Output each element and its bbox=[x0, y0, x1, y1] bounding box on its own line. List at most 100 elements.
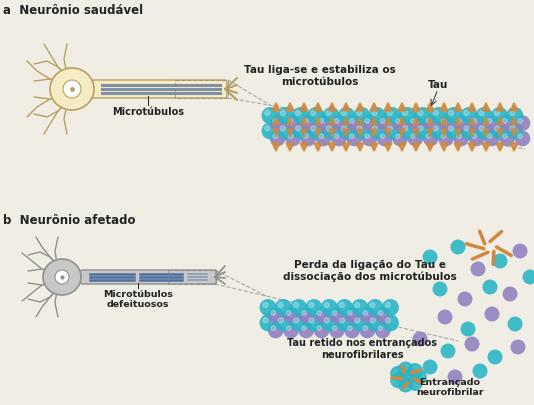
Circle shape bbox=[283, 323, 299, 339]
Circle shape bbox=[441, 134, 446, 139]
Circle shape bbox=[457, 119, 461, 124]
Circle shape bbox=[476, 108, 493, 125]
Circle shape bbox=[422, 360, 437, 375]
Circle shape bbox=[408, 376, 422, 390]
Circle shape bbox=[438, 131, 454, 147]
Circle shape bbox=[316, 116, 332, 132]
Circle shape bbox=[411, 134, 415, 139]
Circle shape bbox=[382, 299, 399, 316]
Text: Tau retido nos entrançados
neurofibrilares: Tau retido nos entrançados neurofibrilar… bbox=[287, 337, 437, 359]
Ellipse shape bbox=[50, 69, 94, 111]
Circle shape bbox=[363, 311, 367, 315]
Circle shape bbox=[351, 299, 368, 316]
Circle shape bbox=[401, 370, 415, 384]
Circle shape bbox=[349, 134, 354, 139]
Circle shape bbox=[301, 131, 316, 147]
Circle shape bbox=[380, 119, 385, 124]
Circle shape bbox=[395, 134, 400, 139]
Circle shape bbox=[314, 323, 329, 339]
Circle shape bbox=[265, 126, 270, 132]
Circle shape bbox=[341, 111, 347, 116]
Circle shape bbox=[309, 318, 314, 323]
Circle shape bbox=[418, 126, 423, 132]
Circle shape bbox=[515, 116, 530, 132]
Polygon shape bbox=[441, 130, 447, 138]
Circle shape bbox=[387, 111, 392, 116]
Circle shape bbox=[460, 322, 475, 337]
Polygon shape bbox=[440, 144, 448, 152]
Circle shape bbox=[275, 299, 292, 316]
Circle shape bbox=[324, 303, 329, 308]
Circle shape bbox=[355, 303, 360, 308]
Polygon shape bbox=[356, 104, 364, 111]
Circle shape bbox=[403, 111, 407, 116]
Circle shape bbox=[399, 108, 416, 125]
Circle shape bbox=[484, 116, 500, 132]
Circle shape bbox=[509, 126, 515, 132]
Circle shape bbox=[344, 323, 360, 339]
Polygon shape bbox=[314, 144, 322, 152]
Circle shape bbox=[458, 292, 473, 307]
Circle shape bbox=[479, 126, 484, 132]
FancyBboxPatch shape bbox=[90, 81, 227, 99]
Circle shape bbox=[367, 315, 383, 332]
Circle shape bbox=[316, 131, 332, 147]
Circle shape bbox=[365, 134, 370, 139]
Circle shape bbox=[509, 111, 515, 116]
Circle shape bbox=[412, 370, 426, 384]
Polygon shape bbox=[427, 118, 433, 126]
Text: Entrançado
neurofibrilar: Entrançado neurofibrilar bbox=[416, 377, 484, 396]
Circle shape bbox=[268, 323, 284, 339]
Circle shape bbox=[372, 111, 377, 116]
Circle shape bbox=[270, 131, 286, 147]
Polygon shape bbox=[454, 144, 462, 152]
Circle shape bbox=[384, 123, 401, 140]
Circle shape bbox=[399, 123, 416, 140]
Circle shape bbox=[487, 119, 492, 124]
Circle shape bbox=[370, 318, 375, 323]
Circle shape bbox=[391, 367, 405, 381]
Circle shape bbox=[314, 307, 329, 323]
Circle shape bbox=[453, 131, 469, 147]
Circle shape bbox=[407, 116, 423, 132]
Circle shape bbox=[348, 326, 352, 330]
Circle shape bbox=[386, 303, 390, 308]
Polygon shape bbox=[482, 104, 490, 111]
Circle shape bbox=[286, 326, 291, 330]
Circle shape bbox=[487, 134, 492, 139]
Circle shape bbox=[268, 307, 284, 323]
Polygon shape bbox=[398, 144, 406, 152]
Polygon shape bbox=[300, 104, 308, 111]
Circle shape bbox=[340, 303, 344, 308]
Circle shape bbox=[280, 126, 285, 132]
Circle shape bbox=[411, 119, 415, 124]
Circle shape bbox=[515, 131, 530, 147]
Circle shape bbox=[523, 270, 534, 285]
Circle shape bbox=[430, 123, 447, 140]
Circle shape bbox=[387, 126, 392, 132]
Polygon shape bbox=[328, 104, 336, 111]
Circle shape bbox=[378, 326, 383, 330]
Polygon shape bbox=[371, 130, 377, 138]
Circle shape bbox=[445, 123, 462, 140]
Circle shape bbox=[488, 350, 502, 364]
Circle shape bbox=[441, 119, 446, 124]
Circle shape bbox=[305, 315, 323, 332]
Circle shape bbox=[303, 119, 308, 124]
Circle shape bbox=[294, 303, 299, 308]
Polygon shape bbox=[384, 104, 392, 111]
Circle shape bbox=[278, 303, 284, 308]
Circle shape bbox=[492, 254, 507, 269]
Circle shape bbox=[392, 116, 408, 132]
Circle shape bbox=[262, 123, 279, 140]
Circle shape bbox=[317, 311, 321, 315]
Circle shape bbox=[344, 307, 360, 323]
Circle shape bbox=[465, 337, 480, 352]
Polygon shape bbox=[497, 130, 503, 138]
Circle shape bbox=[329, 323, 344, 339]
Circle shape bbox=[273, 119, 278, 124]
Circle shape bbox=[288, 119, 293, 124]
Circle shape bbox=[263, 303, 268, 308]
Circle shape bbox=[278, 318, 284, 323]
Polygon shape bbox=[385, 130, 391, 138]
